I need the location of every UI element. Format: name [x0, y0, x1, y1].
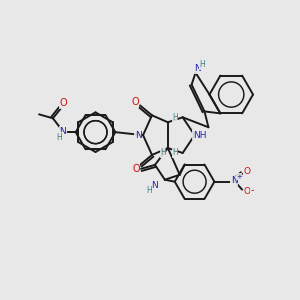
Text: O: O	[59, 98, 67, 108]
Text: -: -	[250, 184, 254, 195]
Text: O: O	[131, 98, 139, 107]
Text: +: +	[236, 174, 242, 180]
Text: N: N	[231, 176, 238, 185]
Text: H: H	[172, 148, 178, 158]
Text: N: N	[194, 64, 201, 73]
Text: H: H	[56, 133, 62, 142]
Text: NH: NH	[193, 130, 206, 140]
Text: O: O	[244, 167, 250, 176]
Text: H: H	[200, 60, 206, 69]
Text: N: N	[152, 181, 158, 190]
Text: N: N	[135, 130, 142, 140]
Text: H: H	[172, 113, 178, 122]
Text: H: H	[160, 148, 166, 158]
Text: O: O	[132, 164, 140, 174]
Text: N: N	[59, 127, 66, 136]
Text: O: O	[131, 163, 139, 173]
Text: O: O	[244, 187, 250, 196]
Text: H: H	[146, 186, 152, 195]
